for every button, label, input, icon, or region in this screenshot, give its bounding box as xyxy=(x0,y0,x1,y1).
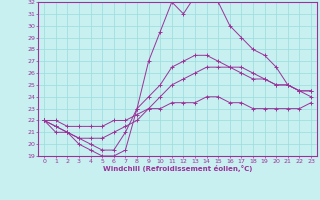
X-axis label: Windchill (Refroidissement éolien,°C): Windchill (Refroidissement éolien,°C) xyxy=(103,165,252,172)
